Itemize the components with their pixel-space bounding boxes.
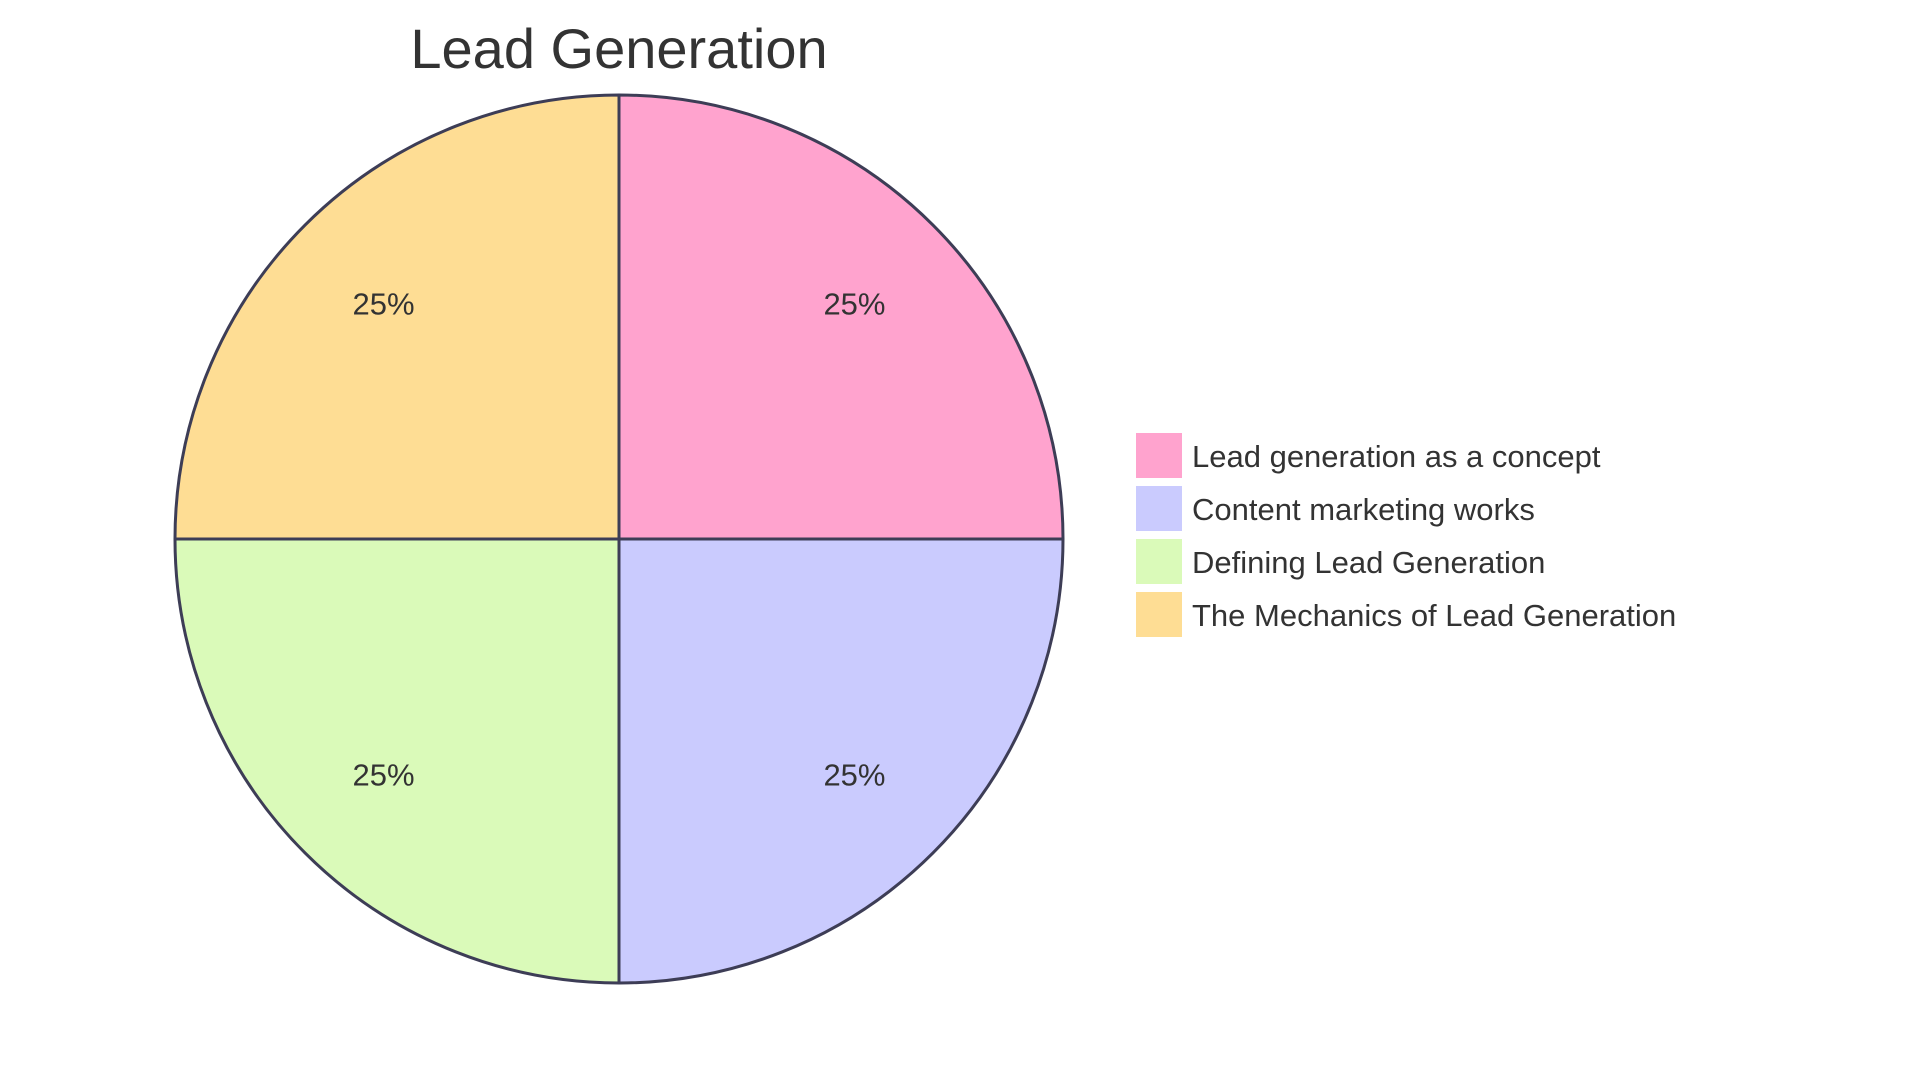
slice-percent-label: 25% bbox=[823, 757, 885, 792]
legend-swatch bbox=[1136, 433, 1182, 478]
pie-slice-the-mechanics-of-lead-generation bbox=[173, 93, 621, 541]
slice-percent-label: 25% bbox=[823, 287, 885, 322]
pie-slice-content-marketing-works bbox=[617, 537, 1065, 985]
pie-slice-labels: 25% 25% 25% 25% bbox=[353, 287, 886, 793]
legend-label: Lead generation as a concept bbox=[1192, 439, 1601, 474]
chart-title: Lead Generation bbox=[410, 17, 827, 80]
legend-item-the-mechanics-of-lead-generation: The Mechanics of Lead Generation bbox=[1136, 592, 1676, 637]
legend-item-defining-lead-generation: Defining Lead Generation bbox=[1136, 539, 1545, 584]
slice-percent-label: 25% bbox=[353, 287, 415, 322]
pie-slice-lead-generation-as-a-concept bbox=[617, 93, 1065, 541]
slice-percent-label: 25% bbox=[353, 757, 415, 792]
legend-swatch bbox=[1136, 592, 1182, 637]
legend-label: Defining Lead Generation bbox=[1192, 545, 1545, 580]
pie-slices bbox=[173, 93, 1065, 985]
pie-slice-defining-lead-generation bbox=[173, 537, 621, 985]
legend-item-content-marketing-works: Content marketing works bbox=[1136, 486, 1535, 531]
legend-label: Content marketing works bbox=[1192, 492, 1535, 527]
legend-label: The Mechanics of Lead Generation bbox=[1192, 598, 1676, 633]
legend: Lead generation as a concept Content mark… bbox=[1136, 433, 1676, 637]
legend-swatch bbox=[1136, 486, 1182, 531]
legend-item-lead-generation-as-a-concept: Lead generation as a concept bbox=[1136, 433, 1601, 478]
legend-swatch bbox=[1136, 539, 1182, 584]
